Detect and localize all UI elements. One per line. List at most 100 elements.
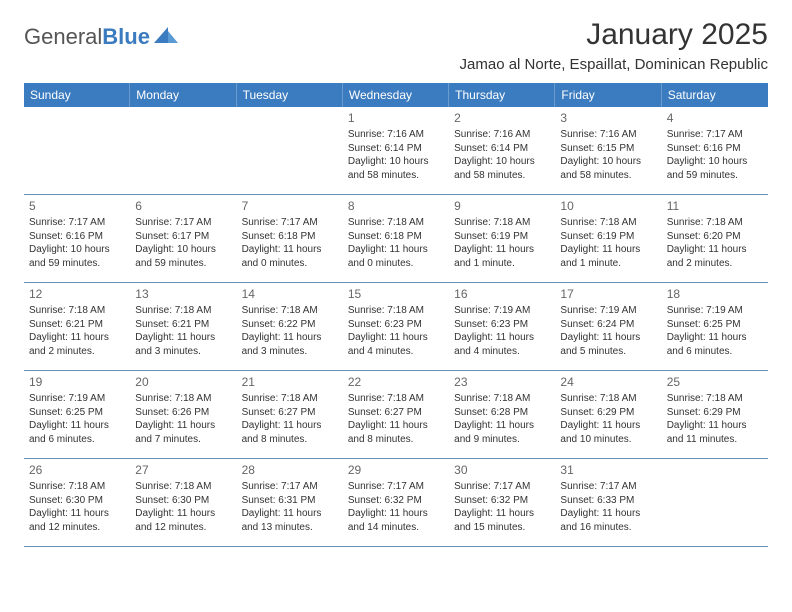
sunrise-text: Sunrise: 7:18 AM (560, 392, 656, 406)
day-number: 1 (348, 110, 444, 126)
daylight-text: Daylight: 11 hours and 11 minutes. (667, 419, 763, 446)
sunrise-text: Sunrise: 7:18 AM (667, 216, 763, 230)
calendar-cell-day: 16Sunrise: 7:19 AMSunset: 6:23 PMDayligh… (449, 283, 555, 371)
daylight-text: Daylight: 11 hours and 4 minutes. (454, 331, 550, 358)
day-number: 11 (667, 198, 763, 214)
daylight-text: Daylight: 10 hours and 59 minutes. (135, 243, 231, 270)
day-number: 19 (29, 374, 125, 390)
day-number: 27 (135, 462, 231, 478)
daylight-text: Daylight: 11 hours and 12 minutes. (29, 507, 125, 534)
daylight-text: Daylight: 10 hours and 58 minutes. (560, 155, 656, 182)
calendar-cell-day: 8Sunrise: 7:18 AMSunset: 6:18 PMDaylight… (343, 195, 449, 283)
daylight-text: Daylight: 11 hours and 14 minutes. (348, 507, 444, 534)
calendar-cell-day: 6 Sunrise: 7:17 AMSunset: 6:17 PMDaylight… (130, 195, 236, 283)
sunset-text: Sunset: 6:16 PM (667, 142, 763, 156)
sunrise-text: Sunrise: 7:18 AM (560, 216, 656, 230)
calendar-cell-empty (237, 107, 343, 195)
daylight-text: Daylight: 11 hours and 2 minutes. (667, 243, 763, 270)
day-header-wednesday: Wednesday (343, 83, 449, 107)
day-number: 3 (560, 110, 656, 126)
sunset-text: Sunset: 6:28 PM (454, 406, 550, 420)
sunset-text: Sunset: 6:30 PM (135, 494, 231, 508)
day-number: 20 (135, 374, 231, 390)
calendar-cell-empty (662, 459, 768, 547)
sunrise-text: Sunrise: 7:17 AM (242, 216, 338, 230)
daylight-text: Daylight: 11 hours and 10 minutes. (560, 419, 656, 446)
day-number: 31 (560, 462, 656, 478)
sunrise-text: Sunrise: 7:17 AM (454, 480, 550, 494)
daylight-text: Daylight: 11 hours and 9 minutes. (454, 419, 550, 446)
sunset-text: Sunset: 6:32 PM (348, 494, 444, 508)
calendar-cell-empty (130, 107, 236, 195)
day-number: 13 (135, 286, 231, 302)
day-number: 25 (667, 374, 763, 390)
calendar-body: 1Sunrise: 7:16 AMSunset: 6:14 PMDaylight… (24, 107, 768, 547)
daylight-text: Daylight: 11 hours and 7 minutes. (135, 419, 231, 446)
sunset-text: Sunset: 6:23 PM (348, 318, 444, 332)
sunrise-text: Sunrise: 7:18 AM (135, 480, 231, 494)
day-number: 21 (242, 374, 338, 390)
daylight-text: Daylight: 11 hours and 5 minutes. (560, 331, 656, 358)
sunset-text: Sunset: 6:15 PM (560, 142, 656, 156)
calendar-cell-day: 17Sunrise: 7:19 AMSunset: 6:24 PMDayligh… (555, 283, 661, 371)
sunset-text: Sunset: 6:24 PM (560, 318, 656, 332)
sunset-text: Sunset: 6:22 PM (242, 318, 338, 332)
sunset-text: Sunset: 6:31 PM (242, 494, 338, 508)
calendar-cell-day: 25Sunrise: 7:18 AMSunset: 6:29 PMDayligh… (662, 371, 768, 459)
day-number: 2 (454, 110, 550, 126)
day-header-thursday: Thursday (449, 83, 555, 107)
sunset-text: Sunset: 6:23 PM (454, 318, 550, 332)
daylight-text: Daylight: 11 hours and 0 minutes. (348, 243, 444, 270)
daylight-text: Daylight: 11 hours and 8 minutes. (348, 419, 444, 446)
triangle-icon (154, 25, 180, 50)
sunset-text: Sunset: 6:27 PM (348, 406, 444, 420)
sunset-text: Sunset: 6:30 PM (29, 494, 125, 508)
calendar-cell-day: 2Sunrise: 7:16 AMSunset: 6:14 PMDaylight… (449, 107, 555, 195)
daylight-text: Daylight: 11 hours and 8 minutes. (242, 419, 338, 446)
logo: GeneralBlue (24, 18, 180, 50)
calendar-cell-day: 10Sunrise: 7:18 AMSunset: 6:19 PMDayligh… (555, 195, 661, 283)
calendar-cell-day: 13Sunrise: 7:18 AMSunset: 6:21 PMDayligh… (130, 283, 236, 371)
daylight-text: Daylight: 11 hours and 1 minute. (454, 243, 550, 270)
calendar-cell-day: 14Sunrise: 7:18 AMSunset: 6:22 PMDayligh… (237, 283, 343, 371)
calendar-cell-day: 24Sunrise: 7:18 AMSunset: 6:29 PMDayligh… (555, 371, 661, 459)
sunrise-text: Sunrise: 7:18 AM (348, 392, 444, 406)
calendar-cell-day: 20Sunrise: 7:18 AMSunset: 6:26 PMDayligh… (130, 371, 236, 459)
month-title: January 2025 (460, 18, 768, 52)
sunset-text: Sunset: 6:14 PM (348, 142, 444, 156)
day-number: 26 (29, 462, 125, 478)
title-block: January 2025 Jamao al Norte, Espaillat, … (460, 18, 768, 73)
sunset-text: Sunset: 6:27 PM (242, 406, 338, 420)
sunrise-text: Sunrise: 7:18 AM (454, 216, 550, 230)
day-number: 8 (348, 198, 444, 214)
sunset-text: Sunset: 6:32 PM (454, 494, 550, 508)
calendar-cell-day: 15Sunrise: 7:18 AMSunset: 6:23 PMDayligh… (343, 283, 449, 371)
calendar-cell-day: 26Sunrise: 7:18 AMSunset: 6:30 PMDayligh… (24, 459, 130, 547)
day-header-tuesday: Tuesday (237, 83, 343, 107)
daylight-text: Daylight: 10 hours and 59 minutes. (667, 155, 763, 182)
day-number: 29 (348, 462, 444, 478)
calendar-cell-day: 22Sunrise: 7:18 AMSunset: 6:27 PMDayligh… (343, 371, 449, 459)
day-number: 14 (242, 286, 338, 302)
day-number: 17 (560, 286, 656, 302)
sunrise-text: Sunrise: 7:16 AM (348, 128, 444, 142)
sunrise-text: Sunrise: 7:17 AM (135, 216, 231, 230)
day-number: 12 (29, 286, 125, 302)
day-number: 28 (242, 462, 338, 478)
daylight-text: Daylight: 11 hours and 13 minutes. (242, 507, 338, 534)
sunrise-text: Sunrise: 7:18 AM (667, 392, 763, 406)
sunset-text: Sunset: 6:26 PM (135, 406, 231, 420)
page-header: GeneralBlue January 2025 Jamao al Norte,… (24, 18, 768, 73)
calendar-cell-day: 11Sunrise: 7:18 AMSunset: 6:20 PMDayligh… (662, 195, 768, 283)
day-header-friday: Friday (555, 83, 661, 107)
day-number: 23 (454, 374, 550, 390)
sunset-text: Sunset: 6:14 PM (454, 142, 550, 156)
daylight-text: Daylight: 11 hours and 2 minutes. (29, 331, 125, 358)
sunrise-text: Sunrise: 7:16 AM (560, 128, 656, 142)
day-number: 7 (242, 198, 338, 214)
day-number: 6 (135, 198, 231, 214)
day-number: 16 (454, 286, 550, 302)
sunrise-text: Sunrise: 7:18 AM (135, 304, 231, 318)
sunset-text: Sunset: 6:17 PM (135, 230, 231, 244)
calendar-header-row: Sunday Monday Tuesday Wednesday Thursday… (24, 83, 768, 107)
